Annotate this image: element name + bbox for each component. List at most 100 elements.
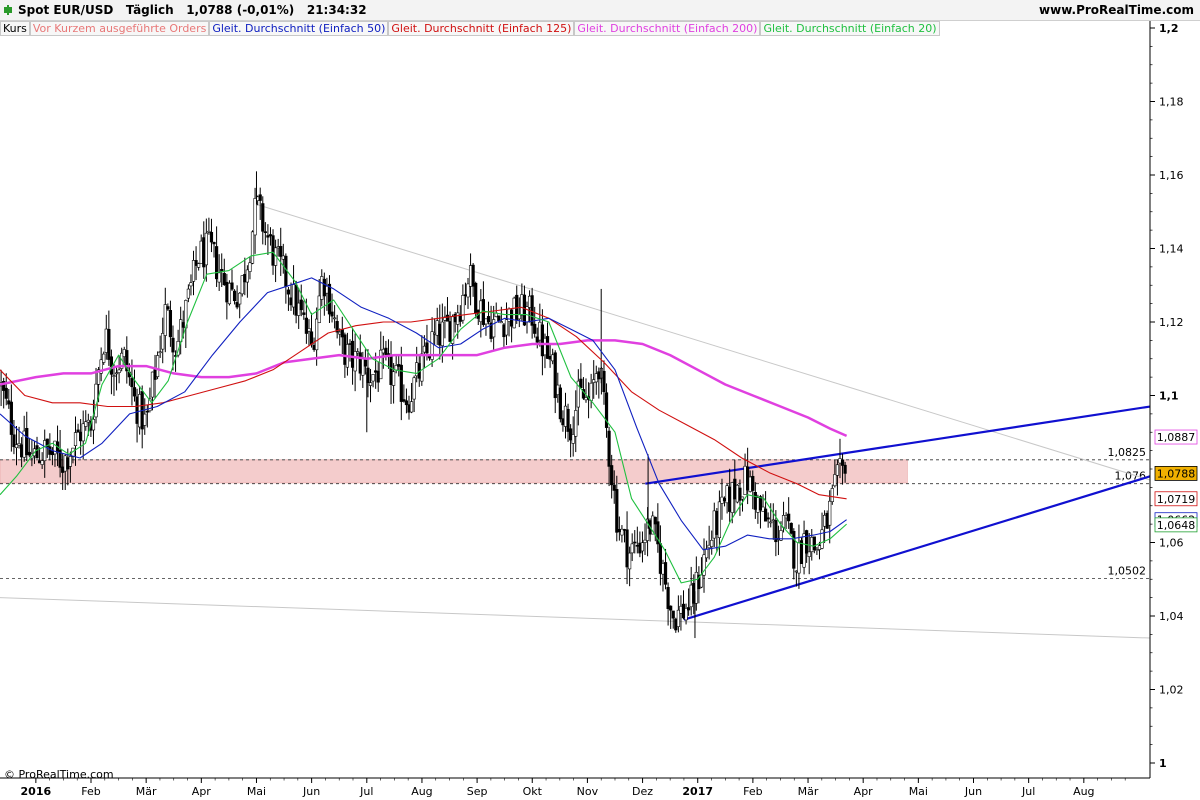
x-tick-label-19: Aug <box>1073 785 1094 798</box>
ma125-line <box>0 306 847 500</box>
candle-body <box>130 378 134 388</box>
candle-body <box>522 294 527 326</box>
level-label-0: 1,0825 <box>1108 446 1147 459</box>
candle-body <box>266 235 270 238</box>
candle-body <box>471 264 475 287</box>
candle-body <box>43 440 47 462</box>
candle-body <box>445 314 450 322</box>
y-tick-label-9: 1 <box>1159 757 1167 770</box>
candle-body <box>833 474 837 487</box>
candle-body <box>361 357 365 376</box>
x-tick-label-14: Mär <box>798 785 819 798</box>
candle-body <box>743 465 747 496</box>
candle-body <box>304 317 308 334</box>
candle-body <box>720 496 724 504</box>
candle-body <box>520 294 524 316</box>
candle-body <box>338 331 342 335</box>
candle-body <box>579 378 583 389</box>
brand-link[interactable]: www.ProRealTime.com <box>1039 3 1194 17</box>
candle-body <box>533 323 537 334</box>
x-axis-panel <box>0 778 1200 800</box>
legend-item-ma125[interactable]: Gleit. Durchschnitt (Einfach 125) <box>388 21 575 36</box>
y-axis-panel <box>1150 20 1200 778</box>
candle-body <box>335 321 339 333</box>
candle-body <box>268 234 273 237</box>
candle-body <box>733 478 737 500</box>
candle-body <box>674 618 678 631</box>
candle-body <box>66 457 70 470</box>
candle-body <box>615 489 619 533</box>
candle-body <box>594 373 598 383</box>
candle-body <box>132 387 137 397</box>
candle-body <box>802 533 806 568</box>
y-tick-label-7: 1,04 <box>1159 610 1184 623</box>
candle-body <box>340 329 344 338</box>
candle-body <box>843 464 847 474</box>
candle-body <box>276 246 280 249</box>
candle-body <box>312 345 316 350</box>
candle-body <box>440 321 444 347</box>
candle-body <box>79 431 83 442</box>
legend-item-ma20[interactable]: Gleit. Durchschnitt (Einfach 20) <box>760 21 940 36</box>
legend-item-kurs[interactable]: Kurs <box>0 21 30 36</box>
candle-body <box>597 371 601 380</box>
candle-body <box>163 304 167 336</box>
last-price: 1,0788 <box>186 3 233 17</box>
candle-body <box>535 336 539 343</box>
legend-item-ma200[interactable]: Gleit. Durchschnitt (Einfach 200) <box>574 21 761 36</box>
candle-body <box>191 260 196 282</box>
candle-body <box>676 609 680 627</box>
price-tag-0: 1,0887 <box>1157 431 1196 444</box>
legend-item-orders[interactable]: Vor Kurzem ausgeführte Orders <box>29 21 210 36</box>
candle-body <box>569 428 573 441</box>
candle-body <box>309 331 314 345</box>
candle-body <box>735 484 739 503</box>
candle-body <box>238 292 242 305</box>
candle-body <box>320 276 324 300</box>
legend-item-ma50[interactable]: Gleit. Durchschnitt (Einfach 50) <box>209 21 389 36</box>
candle-body <box>350 340 355 368</box>
candle-body <box>20 444 24 458</box>
candle-body <box>327 283 332 315</box>
candle-body <box>135 396 139 424</box>
candle-body <box>358 352 362 374</box>
candle-body <box>771 519 775 522</box>
candle-body <box>315 318 319 351</box>
candle-body <box>640 542 645 552</box>
price-tag-box-1 <box>1154 466 1198 481</box>
candle-body <box>492 319 496 338</box>
candle-body <box>722 498 727 502</box>
candle-body <box>638 542 642 554</box>
candle-body <box>181 322 185 328</box>
candle-body <box>728 486 732 512</box>
candle-body <box>607 430 611 467</box>
x-tick-label-17: Jun <box>964 785 982 798</box>
candle-body <box>553 352 557 399</box>
candle-body <box>563 405 568 427</box>
candle-body <box>748 476 752 492</box>
candle-body <box>448 321 452 342</box>
candle-body <box>438 323 442 346</box>
candle-body <box>820 529 824 549</box>
candle-body <box>161 333 165 350</box>
candle-body <box>463 294 468 296</box>
candle-body <box>746 466 750 491</box>
candle-body <box>666 587 670 609</box>
x-tick-label-7: Aug <box>411 785 432 798</box>
candle-body <box>433 332 437 335</box>
candle-body <box>625 529 629 568</box>
candle-body <box>150 371 155 398</box>
x-tick-label-10: Nov <box>577 785 599 798</box>
x-tick-label-11: Dez <box>632 785 653 798</box>
candle-body <box>279 246 283 257</box>
candle-body <box>612 484 616 491</box>
candle-body <box>333 317 337 320</box>
candle-body <box>807 551 811 557</box>
candle-body <box>556 384 560 395</box>
candle-body <box>474 282 478 314</box>
candle-body <box>381 348 385 354</box>
candle-body <box>774 520 778 543</box>
candle-body <box>322 278 326 297</box>
